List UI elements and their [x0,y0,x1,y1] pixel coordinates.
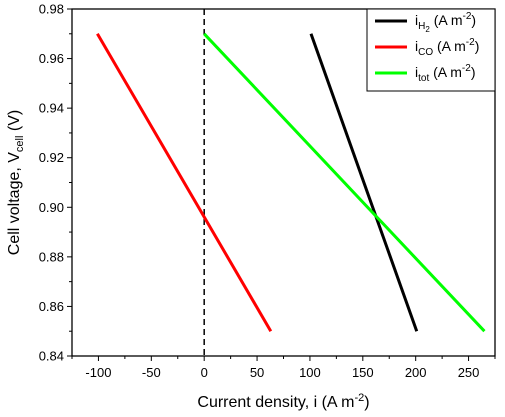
x-tick-label: -50 [142,365,161,380]
legend-box [366,8,496,92]
y-tick-label: 0.86 [39,299,64,314]
y-tick-label: 0.88 [39,249,64,264]
legend-label-h2: iH2 (A m-2) [415,11,476,34]
x-tick-label: 150 [352,365,374,380]
x-tick-label: 100 [299,365,321,380]
x-axis-title: Current density, i (A m-2) [197,392,369,411]
y-axis-title: Cell voltage, Vcell (V) [6,110,26,255]
x-tick-label: 50 [250,365,264,380]
series-line-tot [203,32,486,333]
series-line-co [96,33,273,332]
y-tick-label: 0.84 [39,349,64,364]
y-tick-label: 0.98 [39,2,64,17]
y-tick-label: 0.90 [39,200,64,215]
legend-label-tot: itot (A m-2) [415,63,476,84]
x-tick-label: 200 [405,365,427,380]
legend: iH2 (A m-2) iCO (A m-2) itot (A m-2) [366,8,496,92]
x-tick-label: 250 [458,365,480,380]
y-tick-label: 0.96 [39,51,64,66]
legend-label-co: iCO (A m-2) [415,37,479,58]
x-tick-label: 0 [201,365,208,380]
series-line-h2 [309,33,419,332]
x-tick-label: -100 [85,365,111,380]
y-tick-label: 0.92 [39,150,64,165]
y-tick-label: 0.94 [39,101,64,116]
